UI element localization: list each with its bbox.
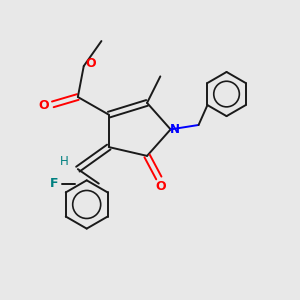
Text: O: O xyxy=(39,99,49,112)
Text: O: O xyxy=(86,57,96,70)
Text: O: O xyxy=(155,180,166,193)
Text: H: H xyxy=(60,155,69,168)
Text: N: N xyxy=(170,123,180,136)
Text: F: F xyxy=(50,177,58,190)
